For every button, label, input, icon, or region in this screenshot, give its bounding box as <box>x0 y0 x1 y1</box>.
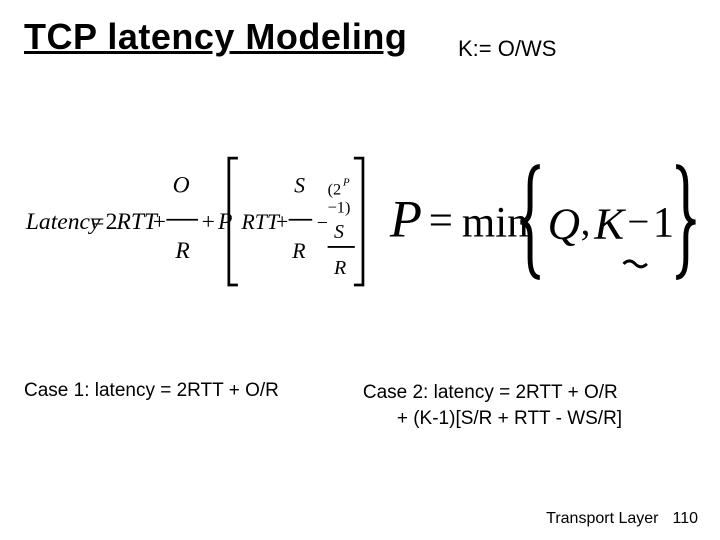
cases-row: Case 1: latency = 2RTT + O/R Case 2: lat… <box>24 380 696 431</box>
svg-text:+: + <box>153 209 166 235</box>
svg-text:P: P <box>389 191 422 249</box>
formula-p: P = min Q , K − 1 <box>384 149 696 295</box>
svg-text:=: = <box>91 209 104 235</box>
footer-label: Transport Layer <box>546 510 658 528</box>
formula-row: Latency = 2 RTT + O R + P RTT + <box>24 112 696 332</box>
footer: Transport Layer 110 <box>546 510 698 528</box>
svg-text:P: P <box>342 177 350 189</box>
svg-text:O: O <box>173 173 190 199</box>
svg-text:−: − <box>628 201 650 244</box>
svg-text:Latency: Latency <box>25 209 101 235</box>
case-2-line-2: + (K-1)[S/R + RTT - WS/R] <box>363 406 696 432</box>
formula-p-svg: P = min Q , K − 1 <box>384 149 696 295</box>
svg-text:S: S <box>334 221 344 243</box>
svg-text:R: R <box>174 238 189 264</box>
k-definition: K:= O/WS <box>458 36 556 62</box>
svg-text:K: K <box>594 199 627 249</box>
case-2: Case 2: latency = 2RTT + O/R + (K-1)[S/R… <box>363 380 696 431</box>
svg-text:R: R <box>291 239 305 263</box>
svg-text:R: R <box>333 258 346 280</box>
svg-text:S: S <box>294 174 305 198</box>
case-1: Case 1: latency = 2RTT + O/R <box>24 380 327 431</box>
svg-text:+: + <box>202 209 215 235</box>
svg-text:RTT: RTT <box>241 210 281 234</box>
svg-text:=: = <box>429 198 453 245</box>
svg-text:(2: (2 <box>328 180 342 199</box>
svg-text:1: 1 <box>653 200 674 247</box>
svg-text:,: , <box>581 201 591 244</box>
case-2-line-1: Case 2: latency = 2RTT + O/R <box>363 380 696 406</box>
slide: TCP latency Modeling K:= O/WS Latency = … <box>0 0 720 540</box>
formula-latency: Latency = 2 RTT + O R + P RTT + <box>24 140 368 303</box>
svg-text:+: + <box>276 210 288 234</box>
svg-text:min: min <box>462 200 529 247</box>
svg-text:Q: Q <box>548 199 580 249</box>
svg-text:−1): −1) <box>328 198 351 217</box>
slide-title: TCP latency Modeling <box>24 14 696 59</box>
formula-latency-svg: Latency = 2 RTT + O R + P RTT + <box>24 140 368 303</box>
svg-text:−: − <box>317 212 328 234</box>
footer-page: 110 <box>672 510 698 528</box>
